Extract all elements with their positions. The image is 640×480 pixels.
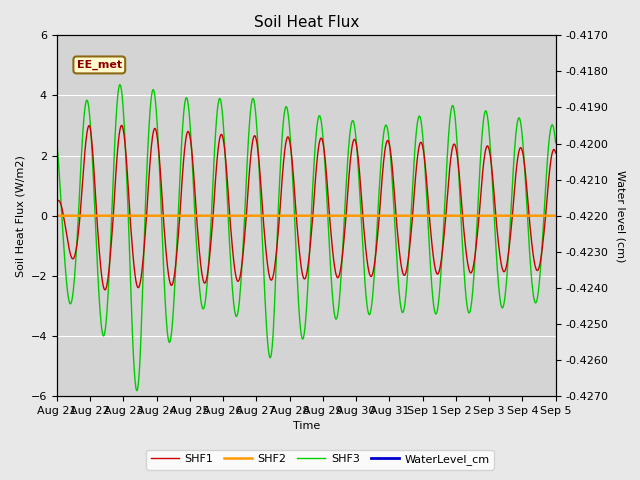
SHF2 [152,213,159,218]
Y-axis label: Water level (cm): Water level (cm) [615,169,625,262]
SHF2 [164,213,172,218]
SHF1 [152,129,160,134]
SHF1 [493,226,501,232]
SHF2 [449,213,456,218]
SHF1 [164,271,172,277]
Line: SHF3: SHF3 [57,84,556,391]
SHF2 [220,213,227,218]
SHF2 [552,213,559,218]
SHF1 [449,143,457,149]
SHF3 [493,262,501,268]
SHF3 [164,337,172,343]
SHF1 [384,138,392,144]
SHF2 [383,213,391,218]
SHF1 [552,150,559,156]
SHF3 [53,140,61,145]
SHF3 [152,108,160,113]
X-axis label: Time: Time [292,421,320,432]
SHF3 [552,140,559,145]
Text: EE_met: EE_met [77,60,122,70]
SHF1 [118,122,125,128]
SHF2 [53,213,61,218]
Legend: SHF1, SHF2, SHF3, WaterLevel_cm: SHF1, SHF2, SHF3, WaterLevel_cm [147,450,493,469]
SHF3 [449,103,457,109]
Y-axis label: Soil Heat Flux (W/m2): Soil Heat Flux (W/m2) [15,155,25,276]
SHF1 [220,143,228,149]
SHF3 [220,135,228,141]
Line: SHF1: SHF1 [57,125,556,290]
SHF2 [493,213,500,218]
SHF3 [116,82,124,87]
SHF3 [133,388,141,394]
SHF3 [384,128,392,133]
SHF1 [53,199,61,204]
SHF1 [101,287,109,293]
Title: Soil Heat Flux: Soil Heat Flux [253,15,359,30]
